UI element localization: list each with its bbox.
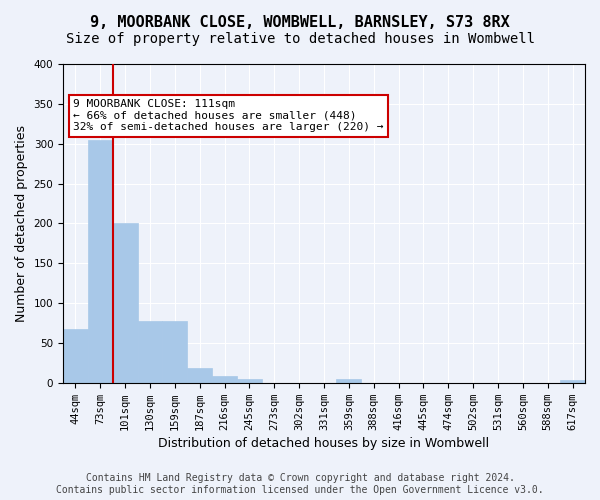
Bar (63, 328, 88, 383)
Bar (237, 379, 262, 383)
X-axis label: Distribution of detached houses by size in Wombwell: Distribution of detached houses by size … (158, 437, 490, 450)
Text: Contains HM Land Registry data © Crown copyright and database right 2024.
Contai: Contains HM Land Registry data © Crown c… (56, 474, 544, 495)
Bar (113, 224, 137, 383)
Y-axis label: Number of detached properties: Number of detached properties (15, 125, 28, 322)
Bar (88, 140, 113, 383)
Text: Size of property relative to detached houses in Wombwell: Size of property relative to detached ho… (65, 32, 535, 46)
Bar (163, 320, 187, 383)
Text: 9, MOORBANK CLOSE, WOMBWELL, BARNSLEY, S73 8RX: 9, MOORBANK CLOSE, WOMBWELL, BARNSLEY, S… (90, 15, 510, 30)
Bar (560, 380, 585, 383)
Bar (212, 376, 237, 383)
Bar (337, 379, 361, 383)
Bar (137, 320, 163, 383)
Bar (187, 368, 212, 383)
Text: 9 MOORBANK CLOSE: 111sqm
← 66% of detached houses are smaller (448)
32% of semi-: 9 MOORBANK CLOSE: 111sqm ← 66% of detach… (73, 99, 384, 132)
